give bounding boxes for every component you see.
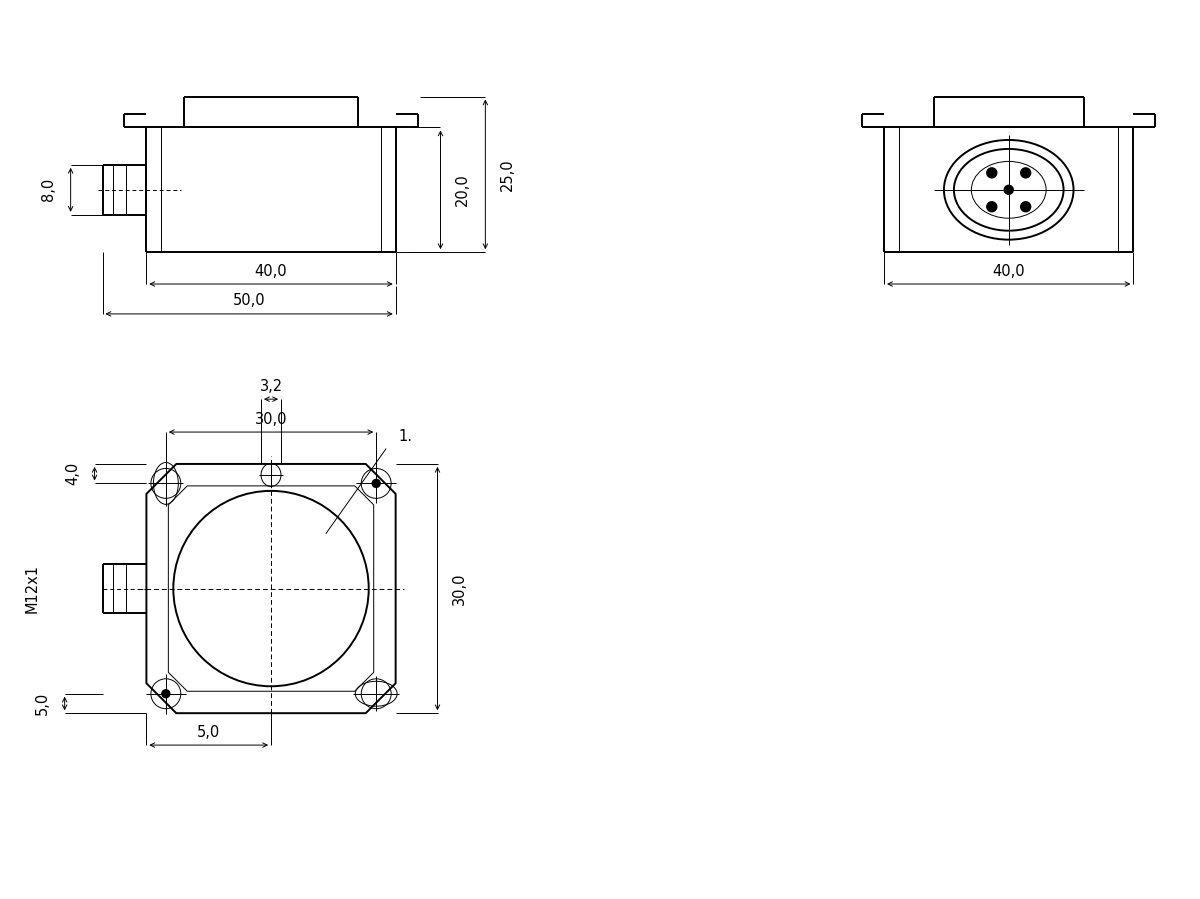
Text: M12x1: M12x1	[24, 564, 40, 613]
Text: 25,0: 25,0	[499, 158, 515, 191]
Text: 30,0: 30,0	[254, 412, 287, 427]
Text: 8,0: 8,0	[41, 178, 56, 201]
Text: 50,0: 50,0	[233, 293, 265, 308]
Text: 3,2: 3,2	[259, 378, 282, 394]
Circle shape	[986, 201, 997, 212]
Circle shape	[1004, 185, 1013, 194]
Text: 40,0: 40,0	[254, 263, 287, 279]
Circle shape	[162, 690, 170, 698]
Text: 1.: 1.	[398, 429, 412, 443]
Circle shape	[372, 479, 380, 487]
Text: 4,0: 4,0	[65, 462, 80, 485]
Circle shape	[1021, 168, 1031, 178]
Text: 40,0: 40,0	[992, 263, 1025, 279]
Text: 5,0: 5,0	[35, 692, 50, 715]
Text: 20,0: 20,0	[455, 174, 470, 206]
Text: 5,0: 5,0	[197, 725, 221, 740]
Circle shape	[986, 168, 997, 178]
Circle shape	[1021, 201, 1031, 212]
Text: 30,0: 30,0	[452, 573, 467, 605]
